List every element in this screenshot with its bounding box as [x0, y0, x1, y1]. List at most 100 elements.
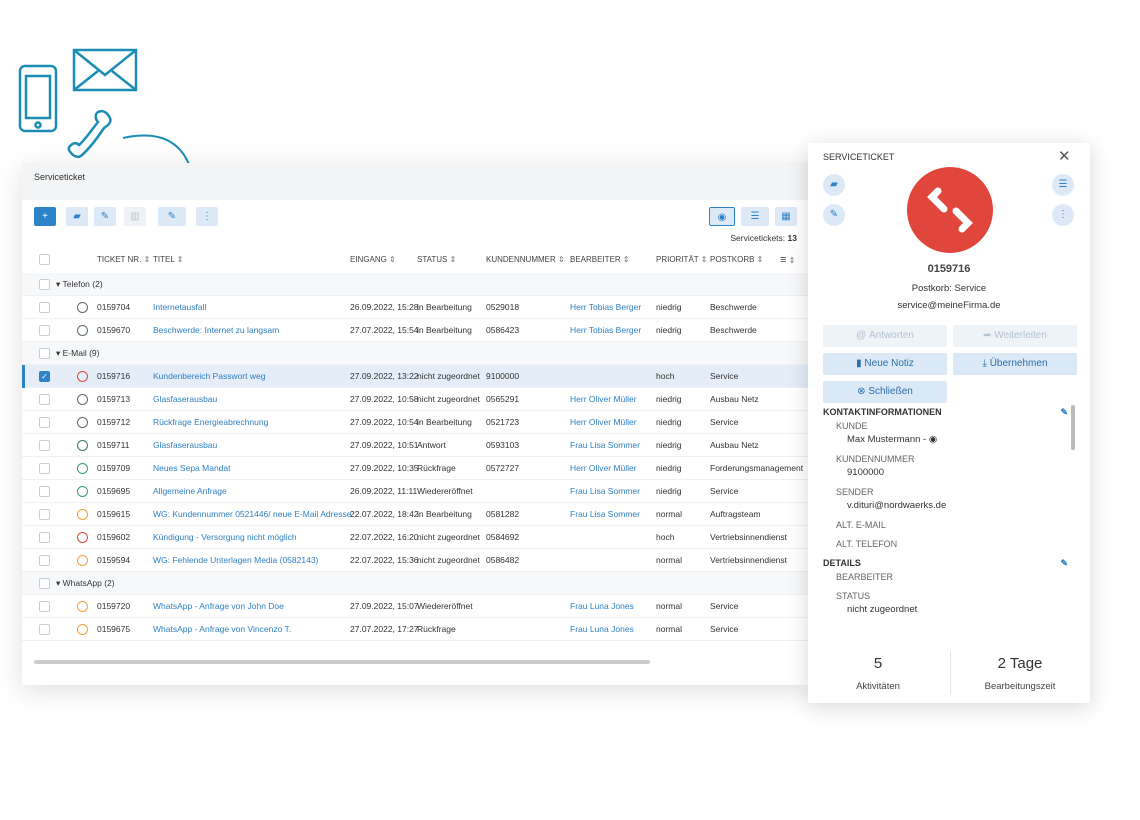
edit-button[interactable]: ✎ [94, 207, 116, 226]
group-row[interactable]: ▾ Telefon (2) [22, 273, 808, 296]
section-edit[interactable]: ✎ [1060, 407, 1068, 417]
column-header[interactable]: BEARBEITER [570, 249, 630, 271]
folder-button[interactable]: ▰ [66, 207, 88, 226]
column-header[interactable]: PRIORITÄT [656, 249, 707, 271]
more-button[interactable]: ⋮ [1052, 204, 1074, 226]
column-header[interactable]: STATUS [417, 249, 456, 271]
action-button[interactable]: @ Antworten [823, 325, 947, 347]
cell-assignee[interactable]: Herr Oliver Müller [570, 463, 637, 473]
cell-title[interactable]: Kundenbereich Passwort weg [153, 371, 266, 381]
ticket-row[interactable]: 0159712 Rückfrage Energieabrechnung 27.09.… [22, 411, 808, 434]
cell-title[interactable]: WG: Fehlende Unterlagen Media (0582143) [153, 555, 319, 565]
group-checkbox[interactable] [39, 279, 50, 290]
cell-assignee[interactable]: Herr Tobias Berger [570, 302, 642, 312]
horizontal-scrollbar[interactable] [34, 660, 650, 664]
cell-assignee[interactable]: Herr Oliver Müller [570, 394, 637, 404]
row-checkbox[interactable] [39, 601, 50, 612]
row-checkbox[interactable] [39, 417, 50, 428]
list-button[interactable]: ☰ [1052, 174, 1074, 196]
action-button[interactable]: ➦ Weiterleiten [953, 325, 1077, 347]
cell-title[interactable]: Kündigung - Versorgung nicht möglich [153, 532, 297, 542]
ticket-row[interactable]: 0159615 WG: Kundennummer 0521446/ neue E-… [22, 503, 808, 526]
cell-title[interactable]: Glasfaserausbau [153, 440, 218, 450]
cell-title[interactable]: WG: Kundennummer 0521446/ neue E-Mail Ad… [153, 509, 352, 519]
field-label: ALT. E-MAIL [836, 520, 886, 530]
add-button[interactable]: + [34, 207, 56, 226]
cell-title[interactable]: WhatsApp - Anfrage von John Doe [153, 601, 284, 611]
row-checkbox[interactable] [39, 463, 50, 474]
cell-assignee[interactable]: Herr Tobias Berger [570, 325, 642, 335]
cell-received: 27.07.2022, 17:27 [350, 624, 419, 634]
delete-button[interactable]: ▥ [124, 207, 146, 226]
close-button[interactable]: ✕ [1058, 148, 1071, 165]
section-edit[interactable]: ✎ [1060, 558, 1068, 568]
edit-button[interactable]: ✎ [823, 204, 845, 226]
row-checkbox[interactable] [39, 394, 50, 405]
row-checkbox[interactable] [39, 509, 50, 520]
ticket-row[interactable]: 0159709 Neues Sepa Mandat 27.09.2022, 10:3… [22, 457, 808, 480]
cell-title[interactable]: WhatsApp - Anfrage von Vincenzo T. [153, 624, 292, 634]
column-header[interactable]: POSTKORB [710, 249, 763, 271]
cell-title[interactable]: Glasfaserausbau [153, 394, 218, 404]
vertical-scrollbar[interactable] [1071, 405, 1075, 450]
field-value[interactable]: Max Mustermann - ◉ [847, 434, 938, 445]
cell-title[interactable]: Internetausfall [153, 302, 207, 312]
cell-assignee[interactable]: Herr Oliver Müller [570, 417, 637, 427]
cell-title[interactable]: Neues Sepa Mandat [153, 463, 231, 473]
filter-button[interactable]: ☰ [741, 207, 769, 226]
ticket-row[interactable]: 0159720 WhatsApp - Anfrage von John Doe 27… [22, 595, 808, 618]
cell-title[interactable]: Allgemeine Anfrage [153, 486, 227, 496]
group-row[interactable]: ▾ E-Mail (9) [22, 342, 808, 365]
group-row[interactable]: ▾ WhatsApp (2) [22, 572, 808, 595]
cell-title[interactable]: Beschwerde: Internet zu langsam [153, 325, 280, 335]
view-button[interactable]: ◉ [709, 207, 735, 226]
action-button[interactable]: ⤓ Übernehmen [953, 353, 1077, 375]
column-header[interactable]: TITEL [153, 249, 183, 271]
row-checkbox[interactable] [39, 325, 50, 336]
cell-ticket: 0159716 [97, 371, 131, 381]
row-checkbox[interactable] [39, 555, 50, 566]
cell-ticket: 0159615 [97, 509, 131, 519]
row-checkbox[interactable] [39, 302, 50, 313]
row-checkbox[interactable]: ✓ [39, 371, 50, 382]
ticket-row[interactable]: 0159713 Glasfaserausbau 27.09.2022, 10:58 n… [22, 388, 808, 411]
ticket-row[interactable]: 0159711 Glasfaserausbau 27.09.2022, 10:51 A… [22, 434, 808, 457]
action-button[interactable]: ⊗ Schließen [823, 381, 947, 403]
row-checkbox[interactable] [39, 532, 50, 543]
columns-button[interactable]: ▦ [775, 207, 797, 226]
row-checkbox[interactable] [39, 440, 50, 451]
group-checkbox[interactable] [39, 578, 50, 589]
row-checkbox[interactable] [39, 624, 50, 635]
bulk-edit-button[interactable]: ✎ [158, 207, 186, 226]
ticket-row[interactable]: 0159594 WG: Fehlende Unterlagen Media (05… [22, 549, 808, 572]
row-checkbox[interactable] [39, 486, 50, 497]
cell-assignee[interactable]: Frau Lisa Sommer [570, 486, 640, 496]
column-header[interactable]: EINGANG [350, 249, 396, 271]
ticket-row[interactable]: 0159670 Beschwerde: Internet zu langsam 27… [22, 319, 808, 342]
folder-button[interactable]: ▰ [823, 174, 845, 196]
column-header[interactable]: TICKET NR. [97, 249, 150, 271]
ticket-row[interactable]: 0159704 Internetausfall 26.09.2022, 15:28 i… [22, 296, 808, 319]
more-button[interactable]: ⋮ [196, 207, 218, 226]
column-menu[interactable]: ≡ [780, 249, 795, 272]
cell-priority: normal [656, 601, 682, 611]
select-all-checkbox[interactable] [39, 254, 50, 265]
ticket-row[interactable]: 0159675 WhatsApp - Anfrage von Vincenzo T… [22, 618, 808, 641]
cell-assignee[interactable]: Frau Luna Jones [570, 601, 634, 611]
action-button[interactable]: ▮ Neue Notiz [823, 353, 947, 375]
column-header[interactable]: KUNDENNUMMER [486, 249, 565, 271]
cell-assignee[interactable]: Frau Lisa Sommer [570, 509, 640, 519]
ticket-row[interactable]: ✓ 0159716 Kundenbereich Passwort weg 27.09.… [22, 365, 808, 388]
ticket-row[interactable]: 0159695 Allgemeine Anfrage 26.09.2022, 11:… [22, 480, 808, 503]
cell-ticket: 0159720 [97, 601, 131, 611]
details-section: DETAILS ✎ BEARBEITER STATUS nicht zugeordnet [823, 556, 1068, 617]
group-label[interactable]: ▾ Telefon (2) [56, 279, 103, 289]
cell-assignee[interactable]: Frau Luna Jones [570, 624, 634, 634]
cell-assignee[interactable]: Frau Lisa Sommer [570, 440, 640, 450]
group-label[interactable]: ▾ E-Mail (9) [56, 348, 100, 358]
group-label[interactable]: ▾ WhatsApp (2) [56, 578, 115, 588]
cell-title[interactable]: Rückfrage Energieabrechnung [153, 417, 269, 427]
group-checkbox[interactable] [39, 348, 50, 359]
ticket-row[interactable]: 0159602 Kündigung - Versorgung nicht mögl… [22, 526, 808, 549]
cell-priority: niedrig [656, 440, 682, 450]
